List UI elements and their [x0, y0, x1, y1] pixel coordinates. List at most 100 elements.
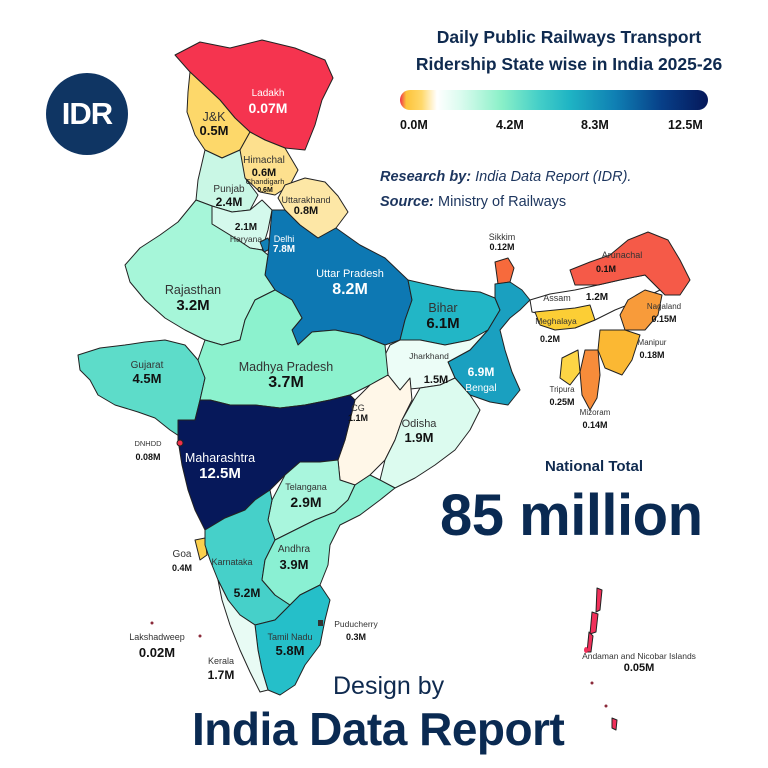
- label-meghalaya-value: 0.2M: [540, 334, 560, 344]
- state-name: Lakshadweep: [129, 632, 185, 642]
- state-name: Madhya Pradesh: [238, 360, 334, 374]
- state-name: Punjab: [213, 184, 245, 195]
- region-andhra[interactable]: [261, 474, 396, 606]
- state-name: Uttar Pradesh: [316, 268, 384, 280]
- label-maharashtra: Maharashtra 12.5M: [185, 451, 255, 483]
- region-sikkim[interactable]: [494, 257, 515, 285]
- state-name: Himachal: [243, 155, 285, 166]
- title-line-2: Ridership State wise in India 2025-26: [415, 54, 723, 74]
- label-ladakh: Ladakh 0.07M: [249, 88, 288, 116]
- state-value: 6.9M: [467, 365, 495, 379]
- research-label: Research by:: [380, 169, 472, 185]
- label-madhya-pradesh: Madhya Pradesh 3.7M: [239, 360, 334, 393]
- state-value: 2.9M: [290, 494, 322, 511]
- region-lakshadweep[interactable]: [150, 621, 154, 625]
- state-name: Bihar: [428, 301, 458, 315]
- state-name: Karnataka: [211, 557, 253, 567]
- state-value: 0.02M: [138, 645, 176, 661]
- state-value: 0.2M: [539, 334, 561, 344]
- label-himachal: Himachal 0.6M: [243, 155, 285, 179]
- state-name: Andaman and Nicobar Islands: [582, 651, 696, 661]
- state-value: 0.4M: [171, 562, 193, 573]
- label-nagaland: Nagaland 0.15M: [647, 302, 681, 325]
- region-tripura[interactable]: [559, 349, 581, 386]
- state-value: 0.6M: [251, 166, 277, 179]
- state-value: 3.7M: [268, 374, 304, 392]
- region-dnhdd[interactable]: [176, 439, 184, 447]
- state-value: 1.1M: [347, 413, 369, 424]
- region-goa[interactable]: [194, 537, 208, 561]
- state-name: Goa: [172, 549, 192, 560]
- state-name: CG: [351, 403, 365, 413]
- state-name: Chandigarh: [245, 177, 285, 186]
- label-jharkhand-name: Jharkhand: [409, 351, 449, 362]
- legend-tick-2: 4.2M: [496, 118, 524, 132]
- state-value: 0.18M: [639, 350, 665, 361]
- state-name: Manipur: [637, 338, 667, 347]
- logo-text: IDR: [61, 96, 113, 131]
- state-value: 0.07M: [248, 99, 288, 116]
- label-jk: J&K 0.5M: [200, 110, 229, 139]
- state-name: Uttarakhand: [281, 195, 331, 205]
- label-gujarat: Gujarat 4.5M: [131, 360, 164, 386]
- region-odisha[interactable]: [379, 377, 481, 489]
- label-kerala: Kerala 1.7M: [208, 656, 235, 683]
- label-karnataka-value: 5.2M: [234, 586, 261, 601]
- label-haryana-name: Haryana: [230, 234, 262, 245]
- region-meghalaya[interactable]: [534, 304, 596, 331]
- region-arunachal[interactable]: [569, 231, 691, 296]
- state-name: Telangana: [285, 482, 327, 492]
- region-manipur[interactable]: [597, 329, 641, 376]
- label-uttar-pradesh: Uttar Pradesh 8.2M: [316, 268, 384, 299]
- state-name: Nagaland: [646, 302, 682, 311]
- research-value: India Data Report (IDR).: [475, 169, 632, 185]
- state-value: 1.2M: [585, 292, 609, 303]
- state-value: 3.2M: [176, 297, 210, 315]
- state-value: 12.5M: [199, 465, 241, 483]
- region-andaman[interactable]: [584, 587, 618, 731]
- source-value: Ministry of Railways: [438, 194, 567, 210]
- state-name: Bengal: [465, 382, 497, 394]
- label-tripura: Tripura 0.25M: [549, 385, 574, 408]
- state-name: Arunachal: [601, 250, 643, 260]
- color-scale-legend: [400, 90, 708, 110]
- state-name: Rajasthan: [164, 283, 222, 297]
- state-value: 0.5M: [199, 123, 229, 139]
- region-puducherry[interactable]: [318, 620, 323, 626]
- label-tamil-nadu: Tamil Nadu 5.8M: [267, 632, 312, 659]
- label-odisha: Odisha 1.9M: [402, 418, 437, 446]
- state-value: 0.12M: [489, 242, 515, 253]
- label-chandigarh: Chandigarh 0.6M: [245, 177, 285, 195]
- source-label: Source:: [380, 194, 434, 210]
- label-haryana-value: 2.1M: [235, 222, 257, 234]
- label-karnataka-name: Karnataka: [211, 557, 252, 567]
- state-value: 0.14M: [582, 420, 608, 431]
- label-cg: CG 1.1M: [348, 403, 368, 424]
- lakshadweep-island: [198, 634, 202, 638]
- state-value: 0.1M: [595, 264, 617, 274]
- state-name: Maharashtra: [184, 451, 256, 465]
- label-bihar: Bihar 6.1M: [426, 301, 459, 333]
- label-sikkim: Sikkim 0.12M: [489, 232, 516, 253]
- state-value: 0.05M: [623, 661, 655, 674]
- state-name: Jharkhand: [409, 351, 449, 361]
- design-by-label: Design by: [333, 672, 445, 700]
- chart-title: Daily Public Railways Transport Ridershi…: [370, 24, 768, 78]
- state-value: 7.8M: [272, 244, 296, 256]
- label-meghalaya-name: Meghalaya: [535, 316, 577, 327]
- region-nagaland[interactable]: [619, 289, 663, 331]
- state-value: 0.08M: [135, 451, 161, 462]
- state-value: 5.8M: [275, 643, 305, 659]
- region-kerala[interactable]: [217, 579, 269, 693]
- idr-logo: IDR: [46, 73, 128, 155]
- label-bengal: 6.9M Bengal: [465, 365, 497, 394]
- state-value: 8.2M: [332, 280, 368, 298]
- state-value: 1.9M: [404, 429, 434, 445]
- region-mizoram[interactable]: [579, 349, 601, 411]
- label-uttarakhand: Uttarakhand 0.8M: [281, 195, 330, 218]
- legend-tick-3: 8.3M: [581, 118, 609, 132]
- state-name: Sikkim: [488, 232, 516, 242]
- label-telangana: Telangana 2.9M: [285, 482, 327, 510]
- label-rajasthan: Rajasthan 3.2M: [165, 283, 221, 315]
- label-arunachal-name: Arunachal: [602, 250, 643, 260]
